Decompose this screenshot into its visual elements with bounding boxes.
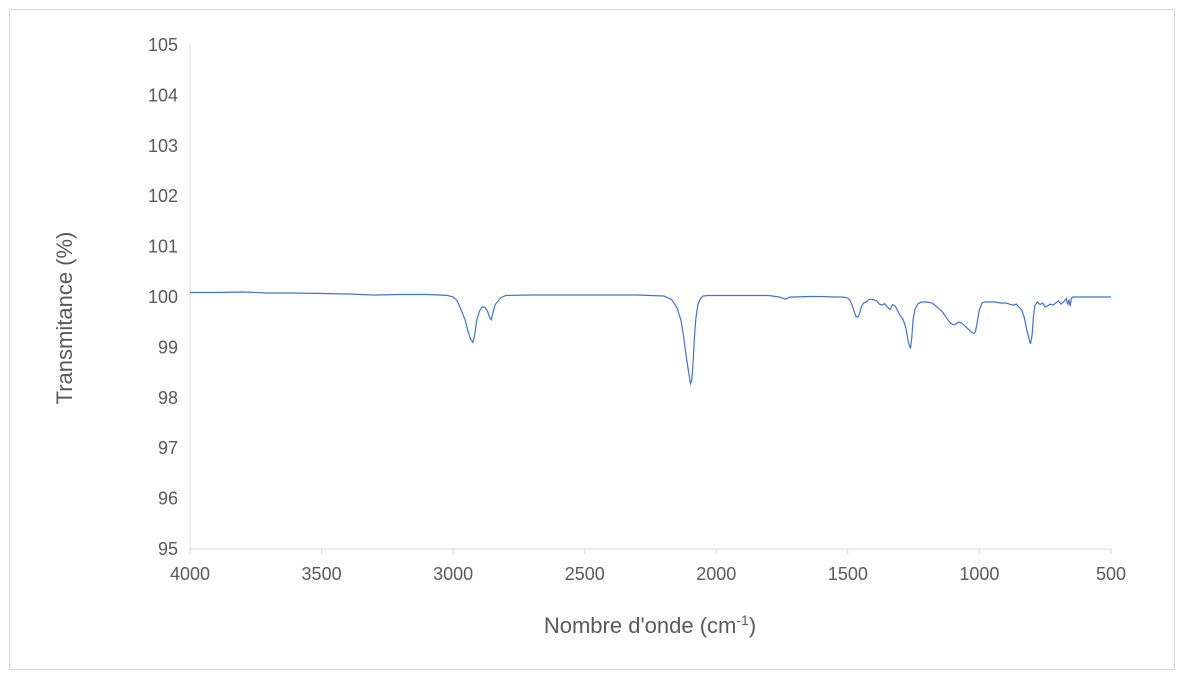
y-tick-label: 103 — [148, 136, 178, 156]
x-tick-label: 1500 — [828, 564, 868, 584]
x-axis-title-text: Nombre d'onde (cm — [544, 613, 737, 638]
y-tick-label: 100 — [148, 287, 178, 307]
x-tick-label: 2000 — [696, 564, 736, 584]
chart-frame — [9, 9, 1175, 670]
y-tick-label: 105 — [148, 35, 178, 55]
x-tick-label: 4000 — [170, 564, 210, 584]
x-tick-label: 500 — [1096, 564, 1126, 584]
y-tick-label: 102 — [148, 186, 178, 206]
x-tick-label: 2500 — [565, 564, 605, 584]
x-axis-title-close: ) — [749, 613, 756, 638]
y-axis-title: Transmitance (%) — [52, 232, 77, 405]
y-axis-tick-labels: 95 96 97 98 99 100 101 102 103 104 105 — [148, 35, 178, 559]
y-tick-label: 101 — [148, 237, 178, 257]
x-axis-tick-labels: 4000 3500 3000 2500 2000 1500 1000 500 — [170, 564, 1126, 584]
x-tick-label: 3000 — [433, 564, 473, 584]
y-tick-label: 104 — [148, 85, 178, 105]
x-axis-title-superscript: -1 — [736, 612, 749, 628]
x-tick-label: 1000 — [959, 564, 999, 584]
series-line — [190, 291, 1111, 387]
x-axis-tick-marks — [189, 549, 1112, 554]
y-tick-label: 98 — [158, 388, 178, 408]
x-tick-label: 3500 — [302, 564, 342, 584]
y-tick-label: 99 — [158, 337, 178, 357]
y-tick-label: 96 — [158, 489, 178, 509]
y-tick-label: 95 — [158, 539, 178, 559]
y-tick-label: 97 — [158, 438, 178, 458]
x-axis-title: Nombre d'onde (cm-1) — [544, 612, 756, 638]
